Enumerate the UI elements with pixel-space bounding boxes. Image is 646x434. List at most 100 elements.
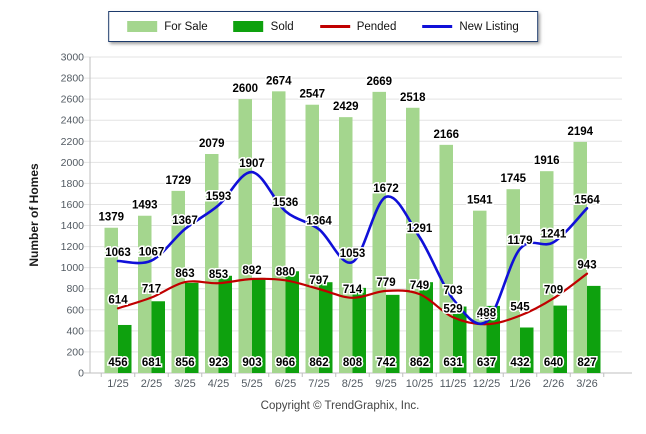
- y-tick-label: 800: [66, 283, 84, 295]
- for-sale-bar: [138, 215, 152, 373]
- sold-bar: [118, 324, 132, 373]
- pended-label: 709: [544, 284, 563, 296]
- y-tick-label: 1200: [61, 241, 85, 253]
- legend-label: Sold: [270, 20, 294, 33]
- x-tick-label: 5/25: [241, 378, 262, 390]
- for-sale-bar: [104, 227, 118, 373]
- x-tick-label: 4/25: [208, 378, 229, 390]
- sold-label: 808: [343, 357, 363, 369]
- y-tick-label: 600: [66, 304, 84, 316]
- pended-label: 880: [276, 266, 295, 278]
- new-listing-label: 703: [443, 285, 462, 297]
- for-sale-label: 2166: [433, 129, 459, 141]
- pended-label: 943: [577, 260, 596, 272]
- new-listing-label: 1291: [407, 223, 433, 235]
- legend-item-for-sale: For Sale: [127, 20, 208, 33]
- for-sale-label: 2669: [366, 76, 392, 88]
- x-tick-label: 8/25: [342, 378, 363, 390]
- y-tick-label: 2400: [61, 115, 85, 127]
- pended-label: 892: [242, 265, 261, 277]
- x-tick-label: 10/25: [406, 378, 434, 390]
- y-tick-label: 1400: [61, 220, 85, 232]
- for-sale-bar: [406, 107, 420, 374]
- pended-label: 529: [443, 303, 462, 315]
- for-sale-bar: [439, 144, 453, 373]
- sold-bar: [252, 277, 266, 373]
- pended-label: 545: [510, 302, 530, 314]
- y-tick-label: 400: [66, 325, 84, 337]
- x-tick-label: 3/26: [576, 378, 597, 390]
- legend-label: For Sale: [164, 20, 208, 33]
- for-sale-label: 2429: [333, 101, 359, 113]
- sold-label: 862: [410, 357, 429, 369]
- for-sale-label: 2547: [299, 89, 325, 101]
- for-sale-bar: [205, 154, 219, 373]
- sold-bar: [520, 327, 534, 373]
- new-listing-label: 1536: [273, 197, 299, 209]
- sold-label: 631: [443, 357, 463, 369]
- sold-bar: [151, 301, 165, 373]
- for-sale-bar: [573, 141, 587, 373]
- sold-bar: [419, 282, 433, 373]
- sold-bar: [587, 285, 601, 373]
- sold-bar: [386, 294, 400, 373]
- x-tick-label: 6/25: [275, 378, 296, 390]
- for-sale-bar: [506, 189, 520, 373]
- for-sale-label: 1916: [534, 155, 560, 167]
- legend: For Sale Sold Pended New Listing: [108, 11, 538, 42]
- sold-swatch-icon: [233, 21, 264, 32]
- sold-bar: [553, 305, 567, 373]
- new-listing-swatch-icon: [422, 25, 453, 28]
- sold-bar: [352, 287, 366, 373]
- x-tick-label: 1/25: [107, 378, 128, 390]
- for-sale-bar: [372, 91, 386, 374]
- y-tick-label: 1800: [61, 178, 85, 190]
- y-tick-label: 3000: [61, 52, 85, 64]
- new-listing-label: 1063: [105, 247, 131, 259]
- pended-label: 463: [477, 310, 496, 322]
- y-tick-label: 2000: [61, 157, 85, 169]
- sold-bar: [453, 306, 467, 373]
- for-sale-label: 1493: [132, 200, 158, 212]
- for-sale-label: 2194: [567, 126, 593, 138]
- new-listing-label: 1241: [541, 228, 567, 240]
- for-sale-bar: [540, 171, 554, 373]
- x-tick-label: 1/26: [509, 378, 530, 390]
- sold-bar: [218, 275, 232, 373]
- sold-label: 637: [477, 357, 496, 369]
- sold-label: 640: [544, 357, 563, 369]
- x-tick-label: 2/25: [141, 378, 162, 390]
- sold-label: 856: [175, 357, 194, 369]
- x-tick-label: 11/25: [440, 378, 467, 390]
- sold-label: 432: [510, 357, 529, 369]
- pended-label: 749: [410, 280, 429, 292]
- for-sale-label: 1541: [467, 195, 493, 207]
- new-listing-label: 1593: [206, 191, 232, 203]
- legend-label: New Listing: [459, 20, 519, 33]
- new-listing-label: 488: [477, 308, 497, 320]
- for-sale-bar: [272, 91, 286, 373]
- y-tick-label: 1000: [61, 262, 85, 274]
- legend-item-new-listing: New Listing: [422, 20, 519, 33]
- sold-label: 742: [376, 357, 395, 369]
- pended-label: 853: [209, 269, 228, 281]
- for-sale-label: 2518: [400, 92, 426, 104]
- for-sale-bar: [238, 99, 252, 373]
- for-sale-label: 1379: [98, 212, 124, 224]
- new-listing-label: 1053: [340, 248, 366, 260]
- new-listing-label: 1179: [508, 235, 533, 247]
- sold-label: 966: [276, 357, 295, 369]
- legend-item-sold: Sold: [233, 20, 294, 33]
- y-tick-label: 2800: [61, 73, 85, 85]
- for-sale-label: 1745: [500, 173, 526, 185]
- sold-label: 681: [142, 357, 162, 369]
- new-listing-line: [116, 170, 589, 325]
- y-tick-label: 2600: [61, 94, 85, 106]
- for-sale-label: 1729: [165, 175, 191, 187]
- for-sale-label: 2079: [199, 138, 225, 150]
- pended-label: 717: [142, 283, 161, 295]
- pended-label: 863: [175, 268, 194, 280]
- sold-label: 827: [577, 357, 596, 369]
- legend-label: Pended: [356, 20, 397, 33]
